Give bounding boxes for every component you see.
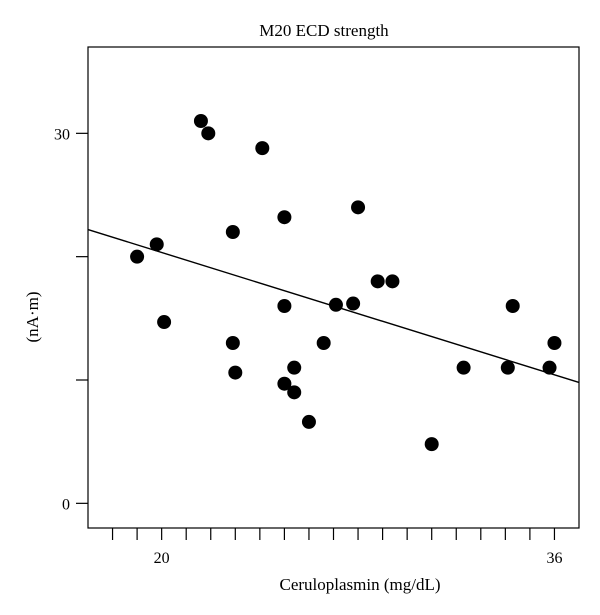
data-point	[277, 376, 292, 391]
data-point	[225, 336, 240, 350]
data-point	[385, 274, 400, 289]
data-point	[157, 315, 172, 330]
data-point	[287, 360, 302, 375]
data-point	[316, 336, 331, 350]
data-point	[328, 297, 343, 312]
x-tick-label: 36	[546, 550, 562, 567]
chart-title: M20 ECD strength	[259, 21, 389, 40]
data-point	[351, 200, 366, 215]
data-point	[370, 274, 385, 289]
data-point	[277, 299, 292, 313]
data-point	[500, 360, 515, 375]
data-point	[255, 141, 270, 156]
y-axis-label: (nA·m)	[23, 292, 42, 343]
x-tick-label: 20	[154, 550, 170, 567]
data-point	[201, 126, 216, 141]
y-axis-ticks	[76, 132, 88, 504]
x-axis-tick-labels: 20 36	[154, 550, 563, 567]
y-axis-tick-labels: 0 30	[54, 126, 70, 513]
plot-frame	[87, 46, 580, 529]
data-points	[130, 114, 562, 452]
data-point	[149, 237, 164, 252]
data-point	[456, 360, 471, 375]
data-point	[547, 336, 562, 350]
data-point	[277, 210, 292, 225]
y-tick-label: 0	[62, 496, 70, 513]
data-point	[505, 299, 520, 313]
data-point	[130, 249, 145, 264]
y-tick-label: 30	[54, 126, 70, 143]
x-axis-label: Ceruloplasmin (mg/dL)	[279, 575, 440, 594]
data-point	[228, 365, 243, 380]
data-point	[346, 296, 361, 311]
data-point	[225, 225, 240, 239]
data-point	[287, 385, 302, 400]
data-point	[193, 114, 208, 128]
data-point	[542, 360, 557, 375]
data-point	[424, 437, 439, 452]
data-point	[301, 414, 316, 429]
x-axis-ticks	[111, 528, 556, 540]
